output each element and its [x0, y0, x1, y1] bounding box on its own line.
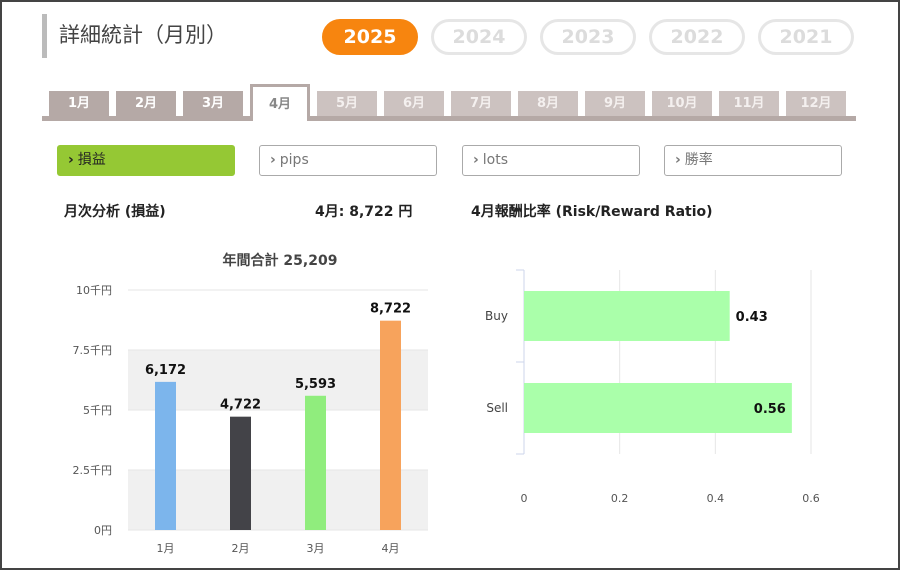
data-label: 8,722	[370, 302, 411, 317]
month-tab-6[interactable]: 6月	[384, 91, 444, 116]
x-tick-label: 1月	[157, 542, 175, 555]
month-value-label: 4月: 8,722 円	[315, 204, 413, 220]
year-tab-2022[interactable]: 2022	[649, 19, 745, 55]
plot-band	[128, 350, 428, 410]
annual-total-title: 年間合計 25,209	[222, 253, 338, 269]
bar-2	[230, 416, 251, 530]
year-tab-2025[interactable]: 2025	[322, 19, 418, 55]
month-tab-5[interactable]: 5月	[317, 91, 377, 116]
year-tab-2021[interactable]: 2021	[758, 19, 854, 55]
x-tick-label: 3月	[307, 542, 325, 555]
bar-4	[380, 320, 401, 530]
risk-reward-chart: 0 0.2 0.4 0.6 Buy 0.43 Sell 0.56	[485, 269, 820, 505]
data-label: 5,593	[295, 377, 336, 392]
metric-button-winrate[interactable]: › 勝率	[664, 145, 842, 176]
month-tab-12[interactable]: 12月	[786, 91, 846, 116]
page-title: 詳細統計（月別）	[42, 14, 227, 58]
y-category-label: Buy	[485, 309, 508, 323]
month-tab-1[interactable]: 1月	[49, 91, 109, 116]
bar-1	[155, 381, 176, 530]
month-tab-9[interactable]: 9月	[585, 91, 645, 116]
month-tab-4[interactable]: 4月	[250, 84, 310, 121]
y-category-label: Sell	[486, 401, 508, 415]
metric-button-label: 損益	[77, 152, 106, 168]
month-tab-10[interactable]: 10月	[652, 91, 712, 116]
y-tick-label: 10千円	[76, 284, 112, 297]
month-tab-11[interactable]: 11月	[719, 91, 779, 116]
x-tick-label: 0.4	[707, 492, 725, 505]
plot-band	[128, 470, 428, 530]
month-tab-2[interactable]: 2月	[116, 91, 176, 116]
monthly-profit-chart: 0円 2.5千円 5千円 7.5千円 10千円 6,172 1月 4,722 2月 5,593 3月…	[73, 284, 428, 555]
data-label: 0.43	[736, 310, 768, 325]
bar-3	[305, 395, 326, 530]
data-label: 4,722	[220, 398, 261, 413]
ratio-title-label: 4月報酬比率 (Risk/Reward Ratio)	[471, 204, 713, 220]
year-tab-2023[interactable]: 2023	[540, 19, 636, 55]
y-tick-label: 7.5千円	[73, 344, 113, 357]
x-tick-label: 4月	[382, 542, 400, 555]
x-tick-label: 0	[521, 492, 528, 505]
chevron-right-icon: ›	[473, 152, 479, 168]
metric-button-label: lots	[482, 152, 509, 168]
x-tick-label: 0.6	[802, 492, 820, 505]
y-tick-label: 5千円	[83, 404, 112, 417]
data-label: 0.56	[754, 402, 786, 417]
y-tick-label: 2.5千円	[73, 464, 113, 477]
ratio-bar-buy	[524, 291, 730, 341]
year-tab-2024[interactable]: 2024	[431, 19, 527, 55]
monthly-analysis-label: 月次分析 (損益)	[64, 204, 166, 220]
chevron-right-icon: ›	[270, 152, 276, 168]
month-tab-3[interactable]: 3月	[183, 91, 243, 116]
chevron-right-icon: ›	[68, 152, 74, 168]
metric-button-label: 勝率	[684, 152, 713, 168]
ratio-bar-sell	[524, 383, 792, 433]
month-tab-7[interactable]: 7月	[451, 91, 511, 116]
chevron-right-icon: ›	[675, 152, 681, 168]
metric-button-label: pips	[279, 152, 309, 168]
metric-button-lots[interactable]: › lots	[462, 145, 640, 176]
x-tick-label: 2月	[232, 542, 250, 555]
x-tick-label: 0.2	[611, 492, 629, 505]
month-tabs-baseline	[42, 116, 856, 121]
metric-button-pips[interactable]: › pips	[259, 145, 437, 176]
y-tick-label: 0円	[94, 524, 112, 537]
month-tab-8[interactable]: 8月	[518, 91, 578, 116]
metric-button-profit[interactable]: › 損益	[57, 145, 235, 176]
data-label: 6,172	[145, 363, 186, 378]
